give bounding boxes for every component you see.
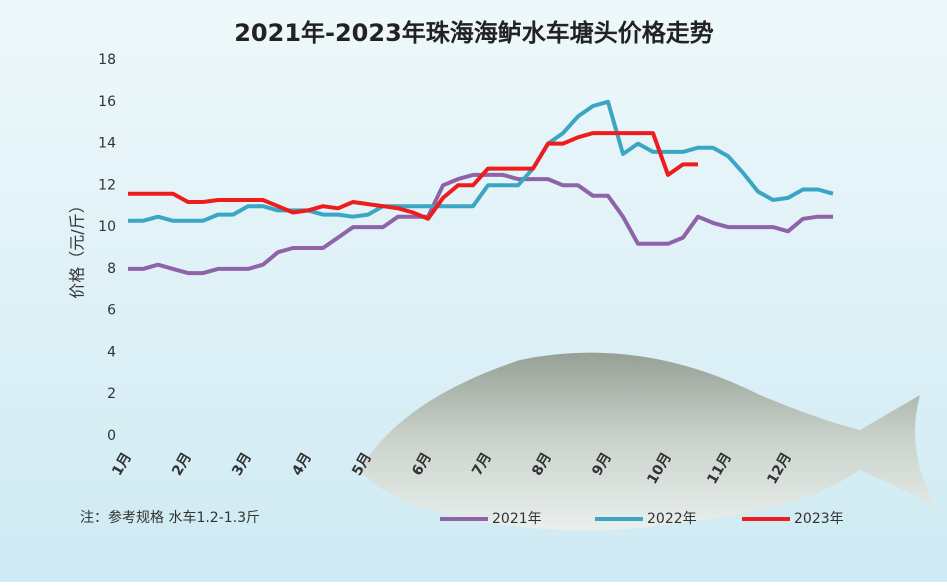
- y-tick-label: 16: [98, 94, 116, 110]
- fish-decoration: [360, 352, 935, 531]
- legend-label: 2022年: [647, 511, 697, 527]
- y-tick-label: 6: [107, 303, 116, 319]
- chart-title: 2021年-2023年珠海海鲈水车塘头价格走势: [234, 19, 714, 47]
- legend-label: 2021年: [492, 511, 542, 527]
- y-tick-label: 2: [107, 386, 116, 402]
- y-tick-label: 8: [107, 261, 116, 277]
- y-tick-label: 14: [98, 136, 116, 152]
- y-tick-label: 18: [98, 52, 116, 68]
- series-line: [128, 131, 698, 221]
- y-axis-label: 价格（元/斤）: [68, 197, 87, 298]
- footnote: 注：参考规格 水车1.2-1.3斤: [80, 509, 260, 526]
- series-line: [128, 99, 834, 223]
- y-tick-label: 10: [98, 219, 116, 235]
- y-tick-label: 0: [107, 428, 116, 444]
- y-tick-label: 4: [107, 344, 116, 360]
- y-tick-label: 12: [98, 177, 116, 193]
- legend-label: 2023年: [794, 511, 844, 527]
